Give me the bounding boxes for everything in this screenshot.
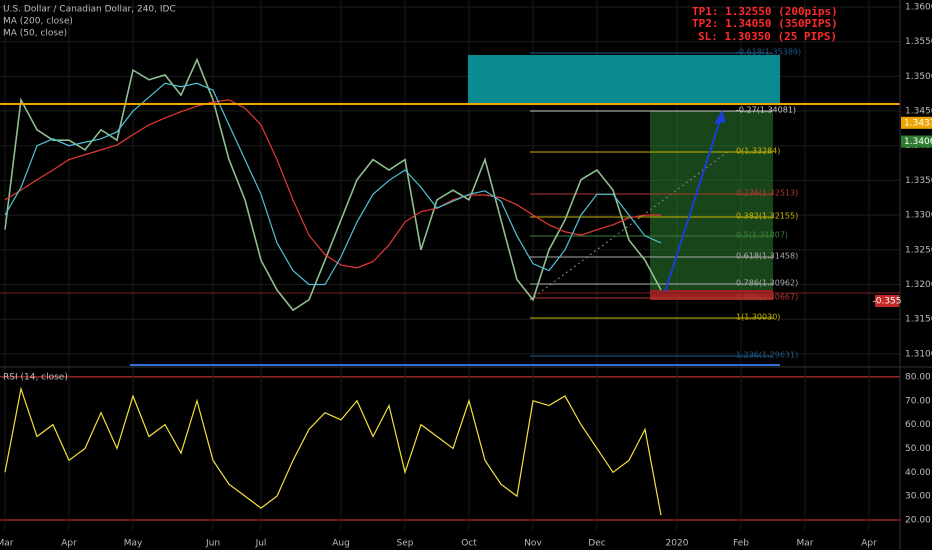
fib-label: -0.618(1.35389)	[736, 48, 801, 57]
y-tick-label: 50.00	[905, 444, 931, 454]
y-tick-label: 40.00	[905, 468, 931, 478]
y-tick-label: 70.00	[905, 396, 931, 406]
fib-label: -0.27(1.34081)	[736, 106, 796, 115]
legend-entry: MA (50, close)	[3, 29, 67, 39]
legend-entry: RSI (14, close)	[3, 373, 68, 383]
y-tick-label: 30.00	[905, 492, 931, 502]
annotation: TP2: 1.34050 (350PIPS)	[692, 17, 838, 30]
arrow	[664, 113, 723, 293]
y-tick-label: 1.3350	[905, 176, 932, 186]
chart-title: U.S. Dollar / Canadian Dollar, 240, IDC	[3, 5, 176, 15]
fib-label: 0.236(1.32513)	[736, 189, 798, 198]
x-tick-label: Apr	[61, 539, 77, 549]
y-tick-label: 20.00	[905, 515, 931, 525]
y-tick-label: 1.3600	[905, 2, 932, 12]
fib-label: 0.5(1.31807)	[736, 231, 788, 240]
x-tick-label: Sep	[397, 539, 414, 549]
pnl-label: -0.355	[872, 297, 901, 307]
y-tick-label: 80.00	[905, 372, 931, 382]
fib-label: 1.236(1.29631)	[736, 351, 798, 360]
trend-line	[529, 149, 731, 301]
y-tick-label: 1.3150	[905, 315, 932, 325]
y-tick-label: 60.00	[905, 420, 931, 430]
plot	[4, 57, 662, 516]
annotation: TP1: 1.32550 (200pips)	[692, 5, 838, 18]
series-line	[4, 82, 662, 286]
target-zone	[468, 55, 780, 104]
x-tick-label: Jul	[255, 539, 267, 549]
x-tick-label: Oct	[461, 539, 477, 549]
series-line	[4, 386, 662, 516]
fib-label: 1(1.30030)	[736, 313, 780, 322]
y-tick-label: 1.3500	[905, 72, 932, 82]
x-tick-label: 2020	[666, 539, 689, 549]
legend-entry: MA (200, close)	[3, 17, 73, 27]
price-label: 1.3406	[904, 137, 932, 147]
x-tick-label: Aug	[332, 539, 350, 549]
series-line	[4, 99, 661, 269]
y-tick-label: 1.3550	[905, 37, 932, 47]
loss-zone	[650, 290, 773, 300]
price-label: 1.3433	[904, 118, 932, 128]
annotation: SL: 1.30350 (25 PIPS)	[698, 30, 837, 43]
price-badge	[901, 135, 932, 148]
x-tick-label: Apr	[861, 539, 877, 549]
fib-label: 0(1.33284)	[736, 147, 780, 156]
fib-label: 0.886(1.30667)	[736, 293, 798, 302]
x-tick-label: Jun	[205, 539, 220, 549]
fib-label: 0.618(1.31458)	[736, 252, 798, 261]
fib-label: 0.786(1.30962)	[736, 279, 798, 288]
x-tick-label: Nov	[524, 539, 542, 549]
pnl-badge	[875, 295, 899, 307]
y-tick-label: 1.3200	[905, 280, 932, 290]
fib-levels: -0.618(1.35389) -0.27(1.34081) 0(1.33284) 0…	[530, 48, 801, 360]
x-tick-label: Dec	[588, 539, 605, 549]
x-tick-label: Mar	[797, 539, 814, 549]
x-tick-label: May	[124, 539, 143, 549]
series-line	[4, 57, 662, 312]
x-tick-label: Mar	[0, 539, 14, 549]
y-tick-label: 1.3300	[905, 211, 932, 221]
profit-zone	[650, 111, 773, 290]
y-tick-label: 1.3100	[905, 349, 932, 359]
x-tick-label: Feb	[733, 539, 749, 549]
y-tick-label: 1.3250	[905, 245, 932, 255]
price-badge	[901, 116, 932, 129]
y-tick-label: 1.3450	[905, 107, 932, 117]
arrow-head	[714, 110, 726, 124]
fib-label: 0.382(1.32155)	[736, 212, 798, 221]
